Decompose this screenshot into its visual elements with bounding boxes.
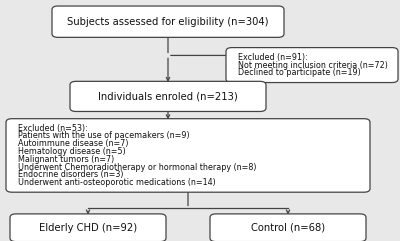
Text: Excluded (n=91):: Excluded (n=91): — [238, 53, 308, 62]
Text: Underwent anti-osteoporotic medications (n=14): Underwent anti-osteoporotic medications … — [18, 178, 216, 187]
Text: Malignant tumors (n=7): Malignant tumors (n=7) — [18, 155, 114, 164]
Text: Endocrine disorders (n=3): Endocrine disorders (n=3) — [18, 170, 124, 180]
Text: Declined to participate (n=19): Declined to participate (n=19) — [238, 68, 361, 78]
Text: Excluded (n=53):: Excluded (n=53): — [18, 124, 88, 133]
Text: Individuals enroled (n=213): Individuals enroled (n=213) — [98, 91, 238, 101]
FancyBboxPatch shape — [10, 214, 166, 241]
FancyBboxPatch shape — [52, 6, 284, 37]
Text: Underwent Chemoradiotherapy or hormonal therapy (n=8): Underwent Chemoradiotherapy or hormonal … — [18, 163, 256, 172]
Text: Elderly CHD (n=92): Elderly CHD (n=92) — [39, 223, 137, 233]
FancyBboxPatch shape — [226, 48, 398, 82]
Text: Hematology disease (n=5): Hematology disease (n=5) — [18, 147, 126, 156]
FancyBboxPatch shape — [70, 81, 266, 111]
Text: Patients with the use of pacemakers (n=9): Patients with the use of pacemakers (n=9… — [18, 131, 190, 141]
FancyBboxPatch shape — [6, 119, 370, 192]
Text: Control (n=68): Control (n=68) — [251, 223, 325, 233]
Text: Autoimmune disease (n=7): Autoimmune disease (n=7) — [18, 139, 128, 148]
FancyBboxPatch shape — [210, 214, 366, 241]
Text: Not meeting inclusion criteria (n=72): Not meeting inclusion criteria (n=72) — [238, 60, 388, 70]
Text: Subjects assessed for eligibility (n=304): Subjects assessed for eligibility (n=304… — [67, 17, 269, 27]
